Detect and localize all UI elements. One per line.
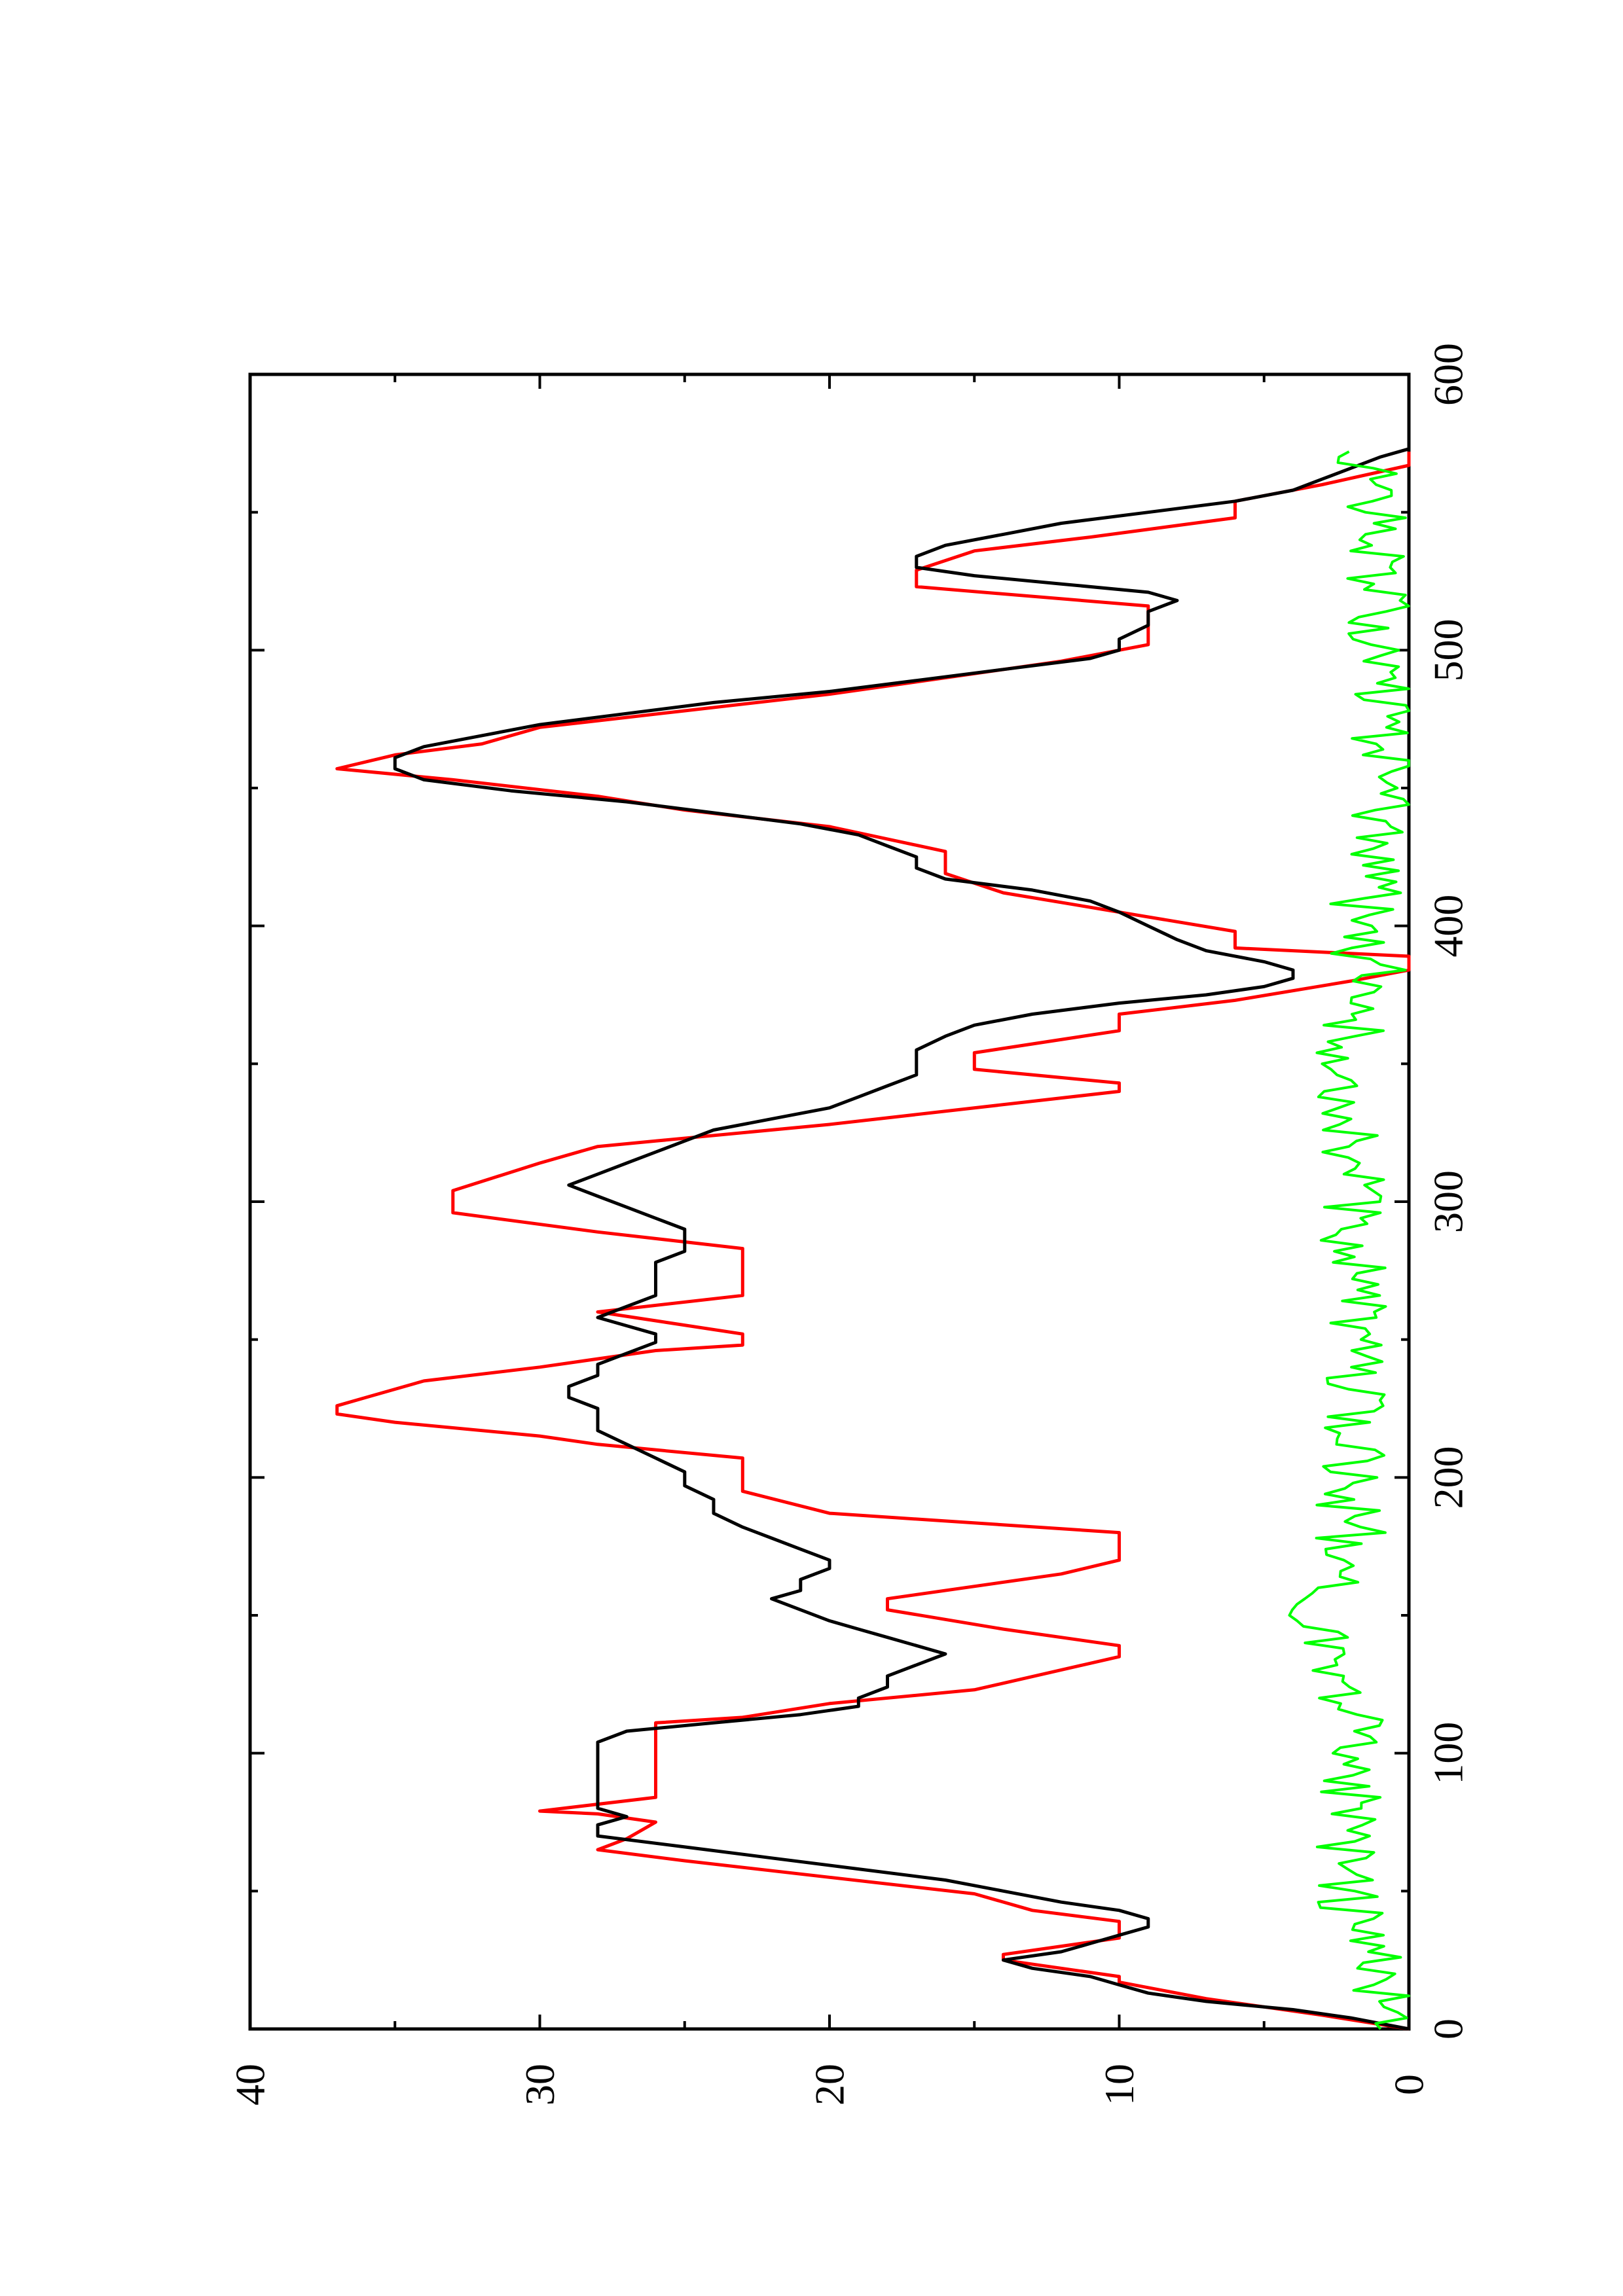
y-tick-label: 30: [517, 2064, 563, 2106]
series-layer: [335, 447, 1411, 2031]
x-tick-label: 100: [1425, 1722, 1472, 1785]
series-line-1: [393, 447, 1410, 2031]
x-tick-label: 600: [1425, 343, 1472, 406]
series-line-2: [1288, 450, 1410, 2030]
y-tick-label: 20: [807, 2064, 853, 2106]
y-tick-label: 0: [1386, 2074, 1432, 2095]
x-tick-label: 500: [1425, 619, 1472, 681]
x-tick-label: 0: [1425, 2018, 1472, 2039]
x-tick-label: 300: [1425, 1170, 1472, 1233]
x-tick-label: 200: [1425, 1446, 1472, 1509]
x-tick-label: 400: [1425, 895, 1472, 958]
tick-marks: [249, 373, 1410, 2030]
tick-labels: 0 100 200 300 400 500 600 0 10 20 30 40: [227, 343, 1472, 2106]
series-line-0: [335, 452, 1411, 2031]
y-tick-label: 10: [1096, 2064, 1142, 2106]
y-tick-label: 40: [227, 2064, 274, 2106]
